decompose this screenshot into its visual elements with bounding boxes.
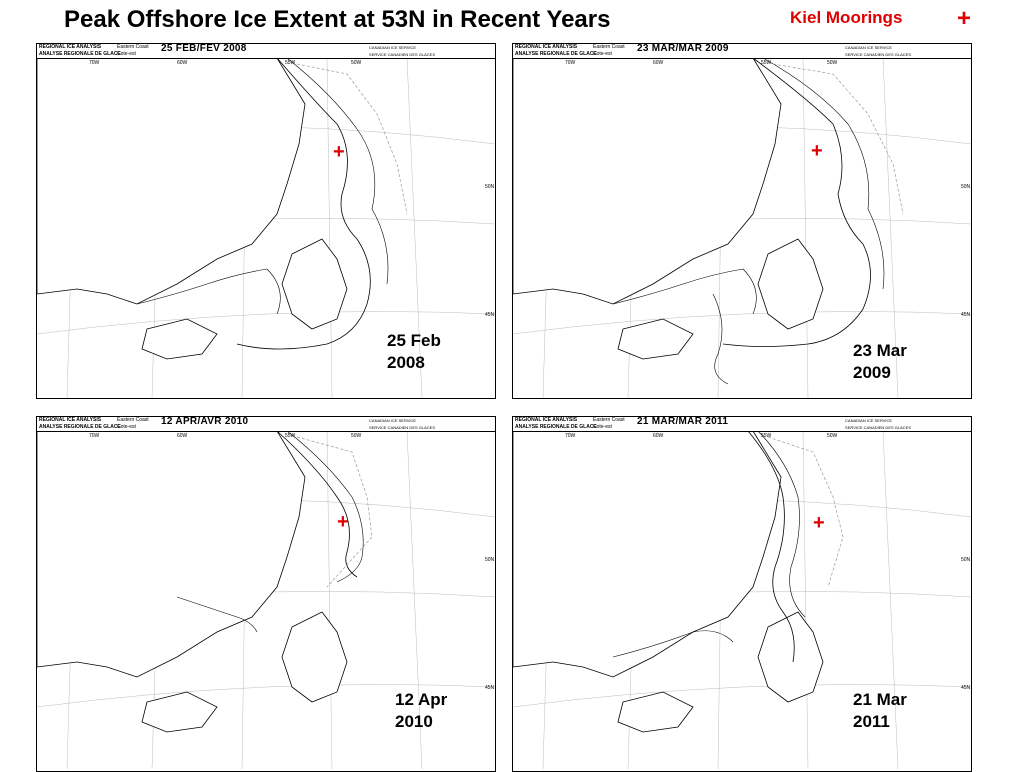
lon-label: 50W bbox=[351, 433, 362, 439]
kiel-mooring-marker: + bbox=[333, 141, 345, 163]
lat-label: 50N bbox=[961, 184, 971, 190]
header-line1: REGIONAL ICE ANALYSIS bbox=[515, 44, 578, 50]
header-region1: Eastern Coast bbox=[117, 44, 149, 50]
page-title: Peak Offshore Ice Extent at 53N in Recen… bbox=[64, 6, 611, 33]
header-service1: CANADIAN ICE SERVICE bbox=[369, 45, 417, 50]
lon-label: 60W bbox=[653, 60, 664, 66]
lat-label: 45N bbox=[485, 312, 495, 318]
lon-label: 60W bbox=[653, 433, 664, 439]
lon-label: 70W bbox=[89, 60, 100, 66]
date-label: 12 Apr 2010 bbox=[395, 690, 448, 731]
legend-label: Kiel Moorings bbox=[790, 8, 903, 27]
lon-label: 60W bbox=[177, 60, 188, 66]
date-label: 25 Feb 2008 bbox=[387, 331, 441, 372]
chart-date: 25 FEB/FEV 2008 bbox=[161, 43, 247, 54]
lon-label: 50W bbox=[827, 433, 838, 439]
lon-label: 70W bbox=[89, 433, 100, 439]
lon-label: 70W bbox=[565, 433, 576, 439]
ice-chart-2011: REGIONAL ICE ANALYSIS ANALYSE REGIONALE D… bbox=[512, 416, 972, 772]
lon-label: 50W bbox=[827, 60, 838, 66]
lon-label: 55W bbox=[285, 433, 296, 439]
lat-label: 45N bbox=[961, 685, 971, 691]
chart-header: REGIONAL ICE ANALYSIS ANALYSE REGIONALE D… bbox=[513, 44, 971, 59]
ice-map-2011 bbox=[513, 430, 971, 769]
date-label: 23 Mar 2009 bbox=[853, 341, 907, 382]
header-line1: REGIONAL ICE ANALYSIS bbox=[39, 417, 102, 423]
lat-label: 50N bbox=[485, 557, 495, 563]
header-service2: SERVICE CANADIEN DES GLACES bbox=[845, 52, 911, 57]
ice-chart-2009: REGIONAL ICE ANALYSIS ANALYSE REGIONALE D… bbox=[512, 43, 972, 399]
header-service1: CANADIAN ICE SERVICE bbox=[845, 45, 893, 50]
chart-date: 23 MAR/MAR 2009 bbox=[637, 43, 729, 54]
header-region1: Eastern Coast bbox=[593, 44, 625, 50]
header-region2: Cote-est bbox=[593, 424, 612, 430]
ice-chart-2010: REGIONAL ICE ANALYSIS ANALYSE REGIONALE D… bbox=[36, 416, 496, 772]
header-line2: ANALYSE REGIONALE DE GLACE bbox=[515, 424, 597, 430]
kiel-mooring-marker: + bbox=[811, 140, 823, 162]
chart-header: REGIONAL ICE ANALYSIS ANALYSE REGIONALE D… bbox=[37, 417, 495, 432]
header-service2: SERVICE CANADIEN DES GLACES bbox=[845, 425, 911, 430]
lat-label: 45N bbox=[485, 685, 495, 691]
header-region2: Cote-est bbox=[593, 51, 612, 57]
mooring-legend-icon: + bbox=[957, 5, 972, 32]
header-line2: ANALYSE REGIONALE DE GLACE bbox=[39, 51, 121, 57]
lat-label: 50N bbox=[961, 557, 971, 563]
header-line1: REGIONAL ICE ANALYSIS bbox=[39, 44, 102, 50]
ice-map-2010 bbox=[37, 430, 495, 769]
chart-header: REGIONAL ICE ANALYSIS ANALYSE REGIONALE D… bbox=[37, 44, 495, 59]
lon-label: 60W bbox=[177, 433, 188, 439]
header-service1: CANADIAN ICE SERVICE bbox=[845, 418, 893, 423]
header-service1: CANADIAN ICE SERVICE bbox=[369, 418, 417, 423]
header-line1: REGIONAL ICE ANALYSIS bbox=[515, 417, 578, 423]
kiel-mooring-marker: + bbox=[337, 511, 349, 533]
lon-label: 55W bbox=[285, 60, 296, 66]
ice-map-2009 bbox=[513, 57, 971, 398]
ice-map-2008 bbox=[37, 57, 495, 398]
lat-label: 45N bbox=[961, 312, 971, 318]
header-region1: Eastern Coast bbox=[117, 417, 149, 423]
lon-label: 55W bbox=[761, 433, 772, 439]
header-region1: Eastern Coast bbox=[593, 417, 625, 423]
chart-date: 21 MAR/MAR 2011 bbox=[637, 416, 729, 427]
ice-chart-2008: REGIONAL ICE ANALYSIS ANALYSE REGIONALE D… bbox=[36, 43, 496, 399]
chart-header: REGIONAL ICE ANALYSIS ANALYSE REGIONALE D… bbox=[513, 417, 971, 432]
header-line2: ANALYSE REGIONALE DE GLACE bbox=[515, 51, 597, 57]
lon-label: 55W bbox=[761, 60, 772, 66]
kiel-mooring-marker: + bbox=[813, 512, 825, 534]
lon-label: 50W bbox=[351, 60, 362, 66]
header-region2: Cote-est bbox=[117, 424, 136, 430]
header-service2: SERVICE CANADIEN DES GLACES bbox=[369, 52, 435, 57]
lat-label: 50N bbox=[485, 184, 495, 190]
header-region2: Cote-est bbox=[117, 51, 136, 57]
lon-label: 70W bbox=[565, 60, 576, 66]
header-line2: ANALYSE REGIONALE DE GLACE bbox=[39, 424, 121, 430]
date-label: 21 Mar 2011 bbox=[853, 690, 907, 731]
header-service2: SERVICE CANADIEN DES GLACES bbox=[369, 425, 435, 430]
chart-date: 12 APR/AVR 2010 bbox=[161, 416, 249, 427]
